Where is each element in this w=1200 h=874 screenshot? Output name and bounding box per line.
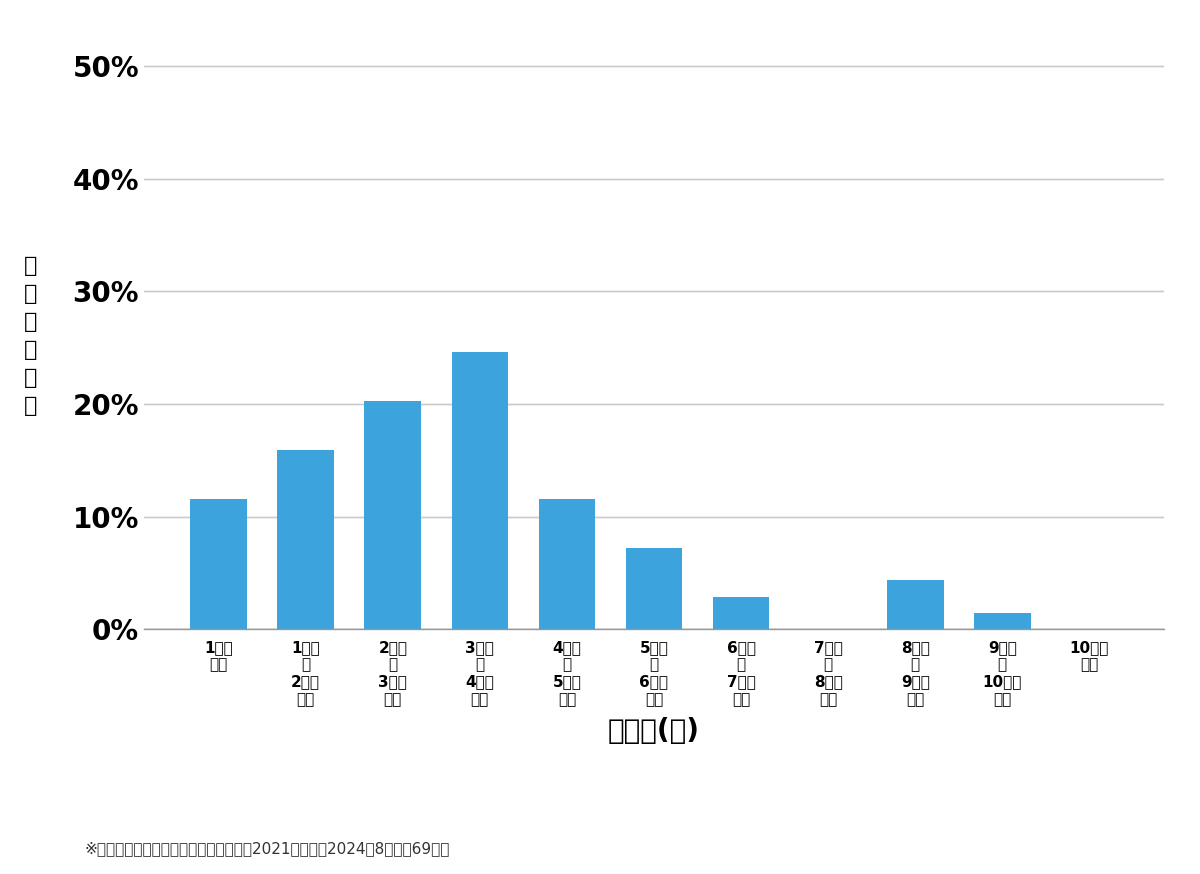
Text: 5万円
〜
6万円
未満: 5万円 〜 6万円 未満 [640, 640, 668, 707]
X-axis label: 価格帯(円): 価格帯(円) [608, 718, 700, 746]
Text: 3万円
〜
4万円
未満: 3万円 〜 4万円 未満 [466, 640, 494, 707]
Bar [713, 597, 769, 629]
Text: 1万円
〜
2万円
未満: 1万円 〜 2万円 未満 [292, 640, 320, 707]
Bar [974, 613, 1031, 629]
Text: 7万円
〜
8万円
未満: 7万円 〜 8万円 未満 [814, 640, 842, 707]
Text: 6万円
〜
7万円
未満: 6万円 〜 7万円 未満 [726, 640, 756, 707]
Bar [277, 450, 334, 629]
Text: 2万円
〜
3万円
未満: 2万円 〜 3万円 未満 [378, 640, 407, 707]
Bar [887, 580, 943, 629]
Text: ※弊社受付の案件を対象に集計（期間：2021年１月〜2024年8月、計69件）: ※弊社受付の案件を対象に集計（期間：2021年１月〜2024年8月、計69件） [84, 842, 449, 857]
Bar [451, 352, 508, 629]
Text: 8万円
〜
9万円
未満: 8万円 〜 9万円 未満 [901, 640, 930, 707]
Text: 10万円
以上: 10万円 以上 [1069, 640, 1109, 672]
Bar [365, 401, 421, 629]
Bar [539, 499, 595, 629]
Text: 1万円
未満: 1万円 未満 [204, 640, 233, 672]
Y-axis label: 価
格
帯
の
割
合: 価 格 帯 の 割 合 [24, 256, 37, 417]
Bar [625, 548, 683, 629]
Text: 4万円
〜
5万円
未満: 4万円 〜 5万円 未満 [552, 640, 581, 707]
Text: 9万円
〜
10万円
未満: 9万円 〜 10万円 未満 [983, 640, 1022, 707]
Bar [191, 499, 247, 629]
